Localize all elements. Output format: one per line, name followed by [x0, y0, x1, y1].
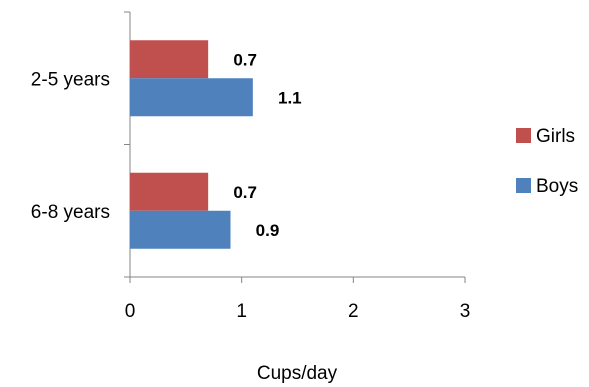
data-label: 0.9 [256, 221, 280, 240]
data-label: 1.1 [278, 88, 302, 107]
data-labels: 0.7 1.1 0.7 0.9 [233, 50, 301, 240]
legend-label-girls: Girls [536, 126, 575, 147]
legend: Girls Boys [516, 126, 578, 197]
category-label: 6-8 years [31, 202, 110, 223]
x-tick-label: 3 [460, 301, 471, 322]
x-tick-label: 2 [348, 301, 359, 322]
category-label: 2-5 years [31, 69, 110, 90]
x-tick-label: 1 [236, 301, 247, 322]
data-label: 0.7 [233, 50, 257, 69]
x-tick-label: 0 [125, 301, 136, 322]
bar-boys-1 [130, 210, 231, 249]
x-tick-labels: 0 1 2 3 [125, 301, 471, 322]
bar-girls-1 [130, 172, 209, 211]
bars [130, 40, 253, 249]
bar-girls-0 [130, 40, 209, 79]
legend-swatch-girls [516, 128, 531, 143]
data-label: 0.7 [233, 183, 257, 202]
legend-swatch-boys [516, 178, 531, 193]
legend-label-boys: Boys [536, 176, 578, 197]
x-axis-title: Cups/day [257, 363, 338, 384]
category-labels: 2-5 years 6-8 years [31, 69, 110, 223]
bar-boys-0 [130, 78, 253, 117]
